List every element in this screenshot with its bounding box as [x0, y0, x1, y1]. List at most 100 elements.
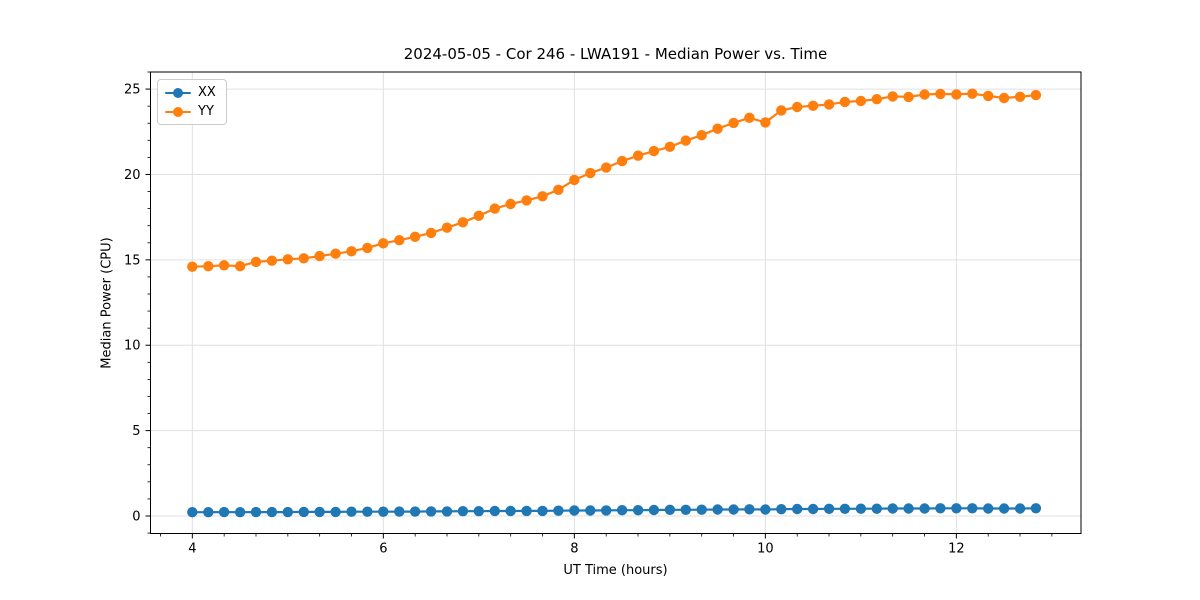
- legend-entry-yy: YY: [165, 105, 217, 118]
- data-point-xx: [951, 503, 962, 514]
- data-point-yy: [266, 255, 278, 266]
- data-point-yy: [680, 135, 691, 146]
- data-point-xx: [266, 506, 278, 518]
- data-point-xx: [919, 503, 930, 514]
- data-point-yy: [887, 91, 898, 102]
- data-point-yy: [394, 235, 405, 246]
- data-point-yy: [839, 96, 851, 108]
- data-point-yy: [457, 217, 469, 228]
- data-point-yy: [585, 167, 596, 179]
- data-point-yy: [282, 254, 293, 265]
- data-point-yy: [807, 100, 819, 112]
- legend-label-yy: YY: [198, 104, 214, 119]
- data-point-xx: [935, 503, 946, 514]
- data-point-yy: [728, 117, 739, 129]
- x-tick-label: 6: [379, 542, 387, 557]
- data-point-xx: [314, 506, 325, 518]
- legend: XX YY: [157, 79, 227, 125]
- x-tick-label: 8: [570, 542, 578, 557]
- data-point-xx: [648, 504, 660, 516]
- data-point-yy: [648, 145, 660, 157]
- data-point-xx: [203, 507, 214, 518]
- data-point-yy: [776, 105, 787, 116]
- data-point-yy: [871, 94, 882, 105]
- x-tick-label: 10: [757, 542, 774, 557]
- data-point-xx: [760, 504, 771, 515]
- data-point-xx: [696, 504, 707, 515]
- x-tick-label: 4: [188, 542, 196, 557]
- data-point-yy: [601, 162, 612, 173]
- data-point-yy: [298, 253, 309, 264]
- y-tick-label: 5: [132, 424, 140, 439]
- data-point-yy: [696, 130, 707, 141]
- data-point-yy: [1030, 89, 1042, 101]
- data-point-yy: [441, 222, 453, 233]
- series-line-yy: [191, 92, 1038, 268]
- data-point-yy: [744, 112, 755, 124]
- data-point-yy: [250, 256, 262, 268]
- data-point-yy: [760, 117, 771, 128]
- data-point-yy: [521, 195, 532, 206]
- data-point-yy: [314, 250, 325, 262]
- data-point-xx: [489, 505, 500, 517]
- data-point-xx: [728, 504, 739, 515]
- data-point-xx: [330, 506, 341, 518]
- data-point-yy: [823, 99, 835, 110]
- data-point-yy: [378, 238, 389, 249]
- data-point-xx: [585, 505, 596, 516]
- data-point-yy: [489, 203, 500, 214]
- data-point-xx: [362, 506, 373, 517]
- data-point-xx: [218, 506, 230, 518]
- axes-frame: [150, 71, 1082, 534]
- data-point-yy: [1014, 91, 1026, 103]
- data-point-xx: [903, 503, 914, 514]
- data-point-xx: [378, 506, 389, 517]
- data-point-xx: [1030, 503, 1042, 514]
- data-point-xx: [983, 503, 994, 514]
- x-axis-label: UT Time (hours): [563, 563, 668, 578]
- data-point-yy: [537, 191, 548, 202]
- data-point-xx: [792, 503, 803, 515]
- data-point-yy: [855, 95, 867, 107]
- data-point-xx: [807, 503, 819, 515]
- data-point-yy: [569, 174, 580, 186]
- data-point-yy: [919, 89, 930, 100]
- data-point-xx: [712, 504, 723, 515]
- data-point-yy: [425, 227, 437, 239]
- data-point-yy: [553, 184, 564, 195]
- data-point-yy: [983, 90, 994, 102]
- data-point-xx: [839, 503, 851, 514]
- data-point-xx: [823, 503, 835, 514]
- legend-entry-xx: XX: [165, 86, 217, 99]
- chart-title: 2024-05-05 - Cor 246 - LWA191 - Median P…: [403, 45, 828, 63]
- x-tick-label: 12: [948, 542, 965, 557]
- data-point-yy: [362, 242, 373, 254]
- data-point-xx: [521, 505, 532, 517]
- data-point-xx: [282, 506, 293, 518]
- data-point-yy: [218, 260, 230, 271]
- data-point-yy: [616, 155, 628, 167]
- data-point-xx: [457, 506, 469, 517]
- data-point-xx: [680, 504, 691, 515]
- legend-label-xx: XX: [198, 85, 216, 100]
- data-point-xx: [569, 505, 580, 516]
- data-point-xx: [473, 506, 484, 517]
- data-point-yy: [935, 88, 946, 100]
- data-point-yy: [998, 92, 1010, 104]
- data-point-xx: [855, 503, 867, 514]
- data-point-xx: [409, 506, 421, 517]
- data-point-yy: [330, 248, 341, 259]
- data-point-xx: [776, 504, 787, 515]
- data-point-yy: [409, 231, 421, 242]
- data-point-yy: [903, 91, 914, 103]
- legend-marker-yy-icon: [165, 106, 191, 117]
- legend-marker-xx-icon: [165, 87, 191, 98]
- data-point-yy: [967, 88, 978, 99]
- data-point-xx: [441, 506, 453, 517]
- data-point-yy: [664, 141, 676, 152]
- data-point-xx: [998, 503, 1010, 514]
- data-point-xx: [234, 507, 246, 518]
- data-point-yy: [203, 261, 214, 272]
- data-point-yy: [187, 261, 198, 272]
